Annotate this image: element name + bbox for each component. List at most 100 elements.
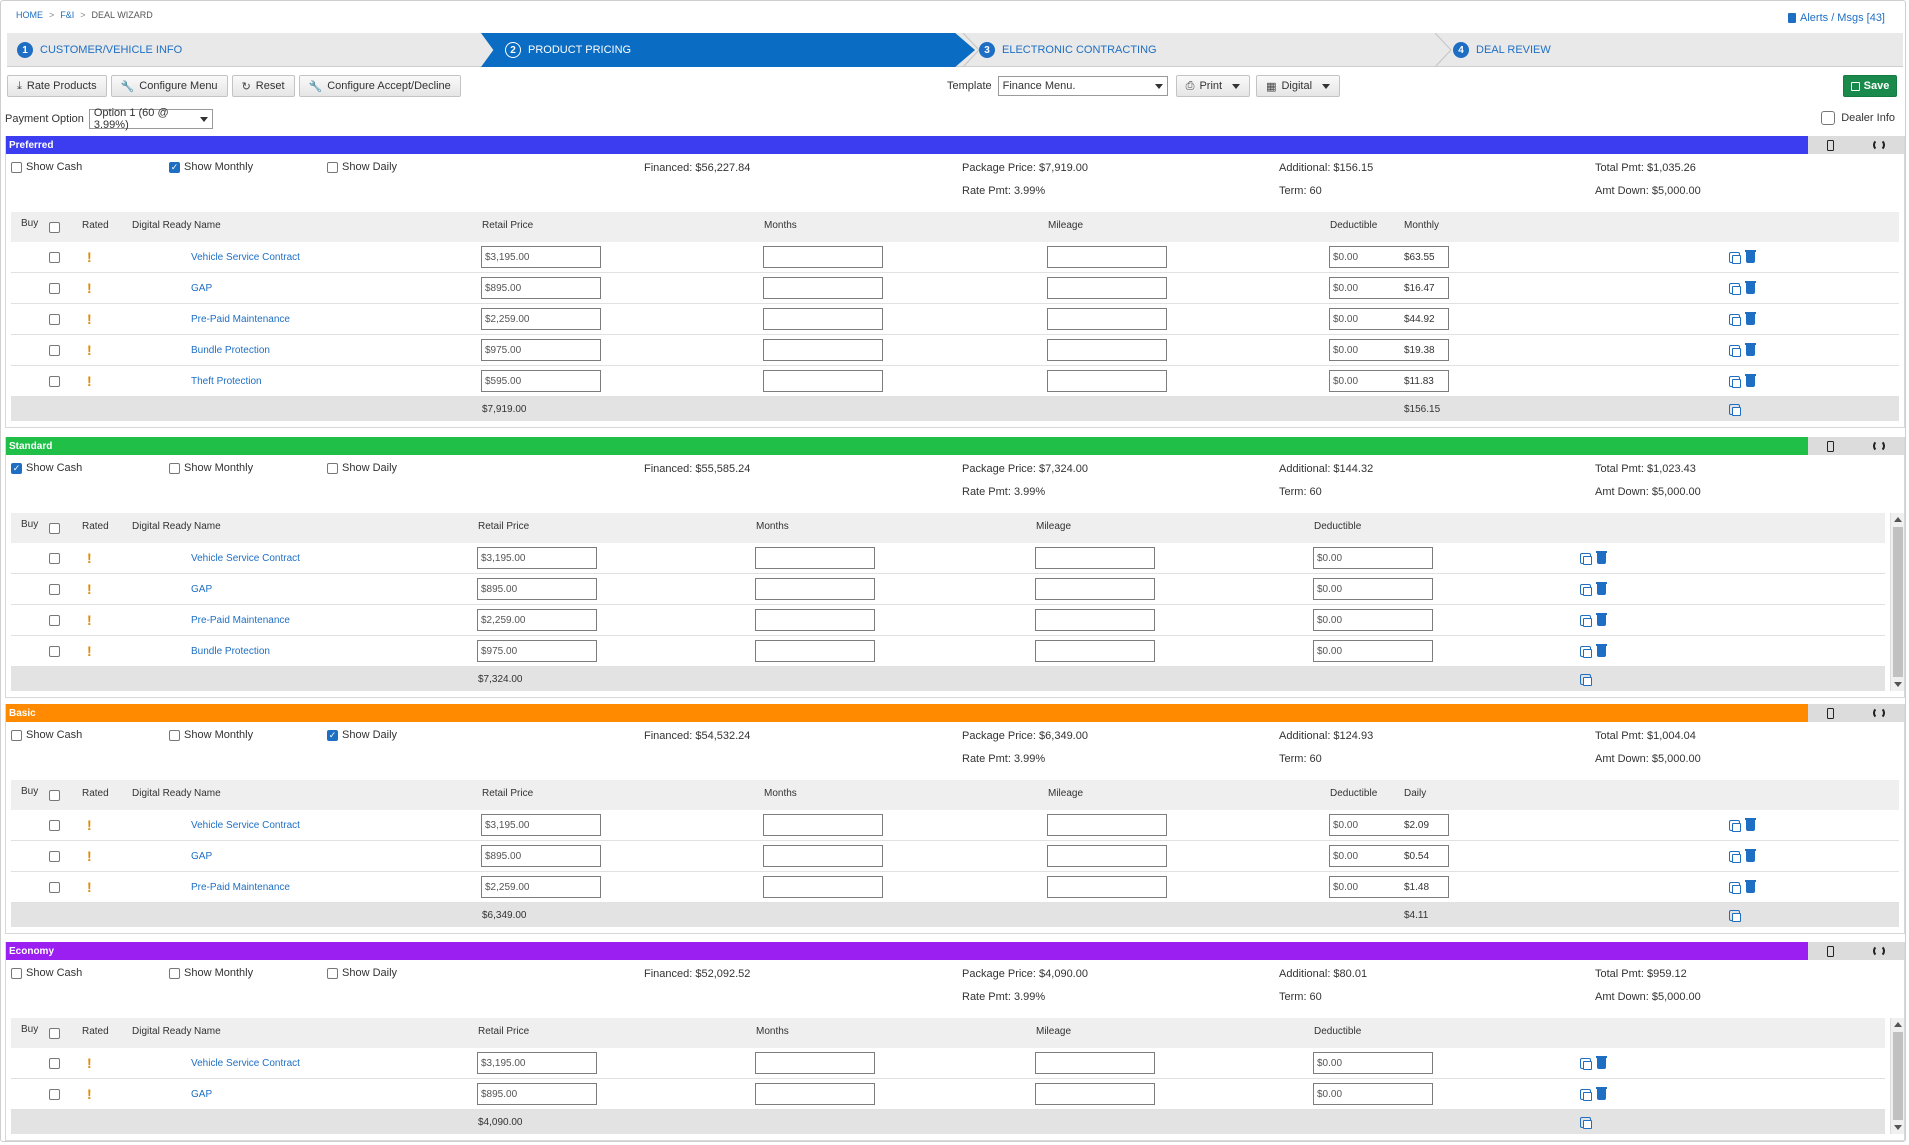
show-cash-toggle[interactable]: Show Cash	[11, 967, 82, 979]
months-input[interactable]	[763, 814, 883, 836]
scroll-thumb[interactable]	[1893, 1032, 1903, 1120]
mileage-input[interactable]	[1047, 814, 1167, 836]
copy-icon[interactable]	[1580, 614, 1592, 627]
buy-checkbox[interactable]	[49, 313, 60, 325]
months-input[interactable]	[763, 277, 883, 299]
product-name-link[interactable]: Bundle Protection	[191, 645, 270, 657]
mileage-input[interactable]	[1035, 1083, 1155, 1105]
reset-button[interactable]: ↻ Reset	[231, 75, 295, 97]
dealer-info-toggle[interactable]: Dealer Info	[1821, 111, 1895, 125]
show-daily-checkbox[interactable]	[327, 462, 338, 474]
mobile-icon[interactable]	[1827, 440, 1835, 452]
buy-checkbox[interactable]	[49, 614, 60, 626]
mileage-input[interactable]	[1035, 547, 1155, 569]
show-cash-toggle[interactable]: Show Cash	[11, 161, 82, 173]
copy-all-icon[interactable]	[1729, 403, 1741, 416]
show-daily-toggle[interactable]: Show Daily	[327, 462, 397, 474]
product-name-link[interactable]: Vehicle Service Contract	[191, 819, 300, 831]
show-monthly-checkbox[interactable]	[169, 967, 180, 979]
wizard-step-3[interactable]: 3 ELECTRONIC CONTRACTING	[979, 33, 1157, 67]
show-daily-toggle[interactable]: Show Daily	[327, 161, 397, 173]
deductible-input[interactable]: $0.00	[1329, 308, 1449, 330]
show-monthly-toggle[interactable]: ✓ Show Monthly	[169, 161, 253, 173]
show-daily-checkbox[interactable]: ✓	[327, 729, 338, 741]
product-name-link[interactable]: GAP	[191, 282, 213, 294]
trash-icon[interactable]	[1745, 249, 1756, 263]
trash-icon[interactable]	[1745, 817, 1756, 831]
rate-products-button[interactable]: ⤓ Rate Products	[7, 75, 107, 97]
months-input[interactable]	[755, 640, 875, 662]
table-scrollbar[interactable]	[1890, 1018, 1904, 1134]
show-cash-checkbox[interactable]: ✓	[11, 462, 22, 474]
deductible-input[interactable]: $0.00	[1329, 246, 1449, 268]
retail-price-input[interactable]: $895.00	[477, 1083, 597, 1105]
product-name-link[interactable]: GAP	[191, 583, 213, 595]
select-all-checkbox[interactable]	[49, 790, 60, 801]
buy-checkbox[interactable]	[49, 375, 60, 387]
retail-price-input[interactable]: $895.00	[481, 277, 601, 299]
retail-price-input[interactable]: $2,259.00	[477, 609, 597, 631]
retail-price-input[interactable]: $3,195.00	[481, 814, 601, 836]
mileage-input[interactable]	[1047, 876, 1167, 898]
mileage-input[interactable]	[1035, 609, 1155, 631]
select-all-checkbox[interactable]	[49, 523, 60, 534]
copy-all-icon[interactable]	[1580, 1116, 1592, 1129]
buy-checkbox[interactable]	[49, 1088, 60, 1100]
show-cash-toggle[interactable]: Show Cash	[11, 729, 82, 741]
retail-price-input[interactable]: $3,195.00	[477, 547, 597, 569]
show-monthly-checkbox[interactable]	[169, 729, 180, 741]
buy-checkbox[interactable]	[49, 583, 60, 595]
show-monthly-checkbox[interactable]	[169, 462, 180, 474]
mileage-input[interactable]	[1035, 578, 1155, 600]
wizard-step-1[interactable]: 1 CUSTOMER/VEHICLE INFO	[17, 33, 182, 67]
mileage-input[interactable]	[1035, 640, 1155, 662]
mileage-input[interactable]	[1047, 308, 1167, 330]
digital-button[interactable]: ▦ Digital	[1256, 75, 1341, 97]
show-cash-checkbox[interactable]	[11, 729, 22, 741]
show-daily-toggle[interactable]: ✓ Show Daily	[327, 729, 397, 741]
product-name-link[interactable]: Pre-Paid Maintenance	[191, 313, 290, 325]
product-name-link[interactable]: Theft Protection	[191, 375, 262, 387]
wizard-step-4[interactable]: 4 DEAL REVIEW	[1453, 33, 1551, 67]
copy-icon[interactable]	[1729, 819, 1741, 832]
product-name-link[interactable]: Vehicle Service Contract	[191, 1057, 300, 1069]
copy-icon[interactable]	[1729, 375, 1741, 388]
buy-checkbox[interactable]	[49, 819, 60, 831]
buy-checkbox[interactable]	[49, 1057, 60, 1069]
product-name-link[interactable]: Pre-Paid Maintenance	[191, 614, 290, 626]
mileage-input[interactable]	[1047, 277, 1167, 299]
copy-icon[interactable]	[1580, 1057, 1592, 1070]
retail-price-input[interactable]: $2,259.00	[481, 308, 601, 330]
scroll-up-icon[interactable]	[1894, 517, 1902, 522]
product-name-link[interactable]: GAP	[191, 850, 213, 862]
select-all-checkbox[interactable]	[49, 1028, 60, 1039]
trash-icon[interactable]	[1745, 879, 1756, 893]
mileage-input[interactable]	[1047, 845, 1167, 867]
months-input[interactable]	[763, 845, 883, 867]
retail-price-input[interactable]: $895.00	[477, 578, 597, 600]
product-name-link[interactable]: Bundle Protection	[191, 344, 270, 356]
sync-icon[interactable]	[1872, 945, 1885, 957]
scroll-down-icon[interactable]	[1894, 1125, 1902, 1130]
mobile-icon[interactable]	[1827, 707, 1835, 719]
copy-icon[interactable]	[1580, 552, 1592, 565]
mileage-input[interactable]	[1047, 246, 1167, 268]
months-input[interactable]	[763, 308, 883, 330]
scroll-thumb[interactable]	[1893, 527, 1903, 677]
configure-menu-button[interactable]: 🔧 Configure Menu	[110, 75, 228, 97]
scroll-up-icon[interactable]	[1894, 1022, 1902, 1027]
trash-icon[interactable]	[1745, 373, 1756, 387]
product-name-link[interactable]: Pre-Paid Maintenance	[191, 881, 290, 893]
buy-checkbox[interactable]	[49, 344, 60, 356]
months-input[interactable]	[763, 370, 883, 392]
retail-price-input[interactable]: $975.00	[481, 339, 601, 361]
copy-all-icon[interactable]	[1580, 673, 1592, 686]
sync-icon[interactable]	[1872, 139, 1885, 151]
deductible-input[interactable]: $0.00	[1313, 1083, 1433, 1105]
product-name-link[interactable]: Vehicle Service Contract	[191, 552, 300, 564]
deductible-input[interactable]: $0.00	[1329, 876, 1449, 898]
show-cash-checkbox[interactable]	[11, 161, 22, 173]
trash-icon[interactable]	[1596, 612, 1607, 626]
show-daily-checkbox[interactable]	[327, 967, 338, 979]
mobile-icon[interactable]	[1827, 139, 1835, 151]
